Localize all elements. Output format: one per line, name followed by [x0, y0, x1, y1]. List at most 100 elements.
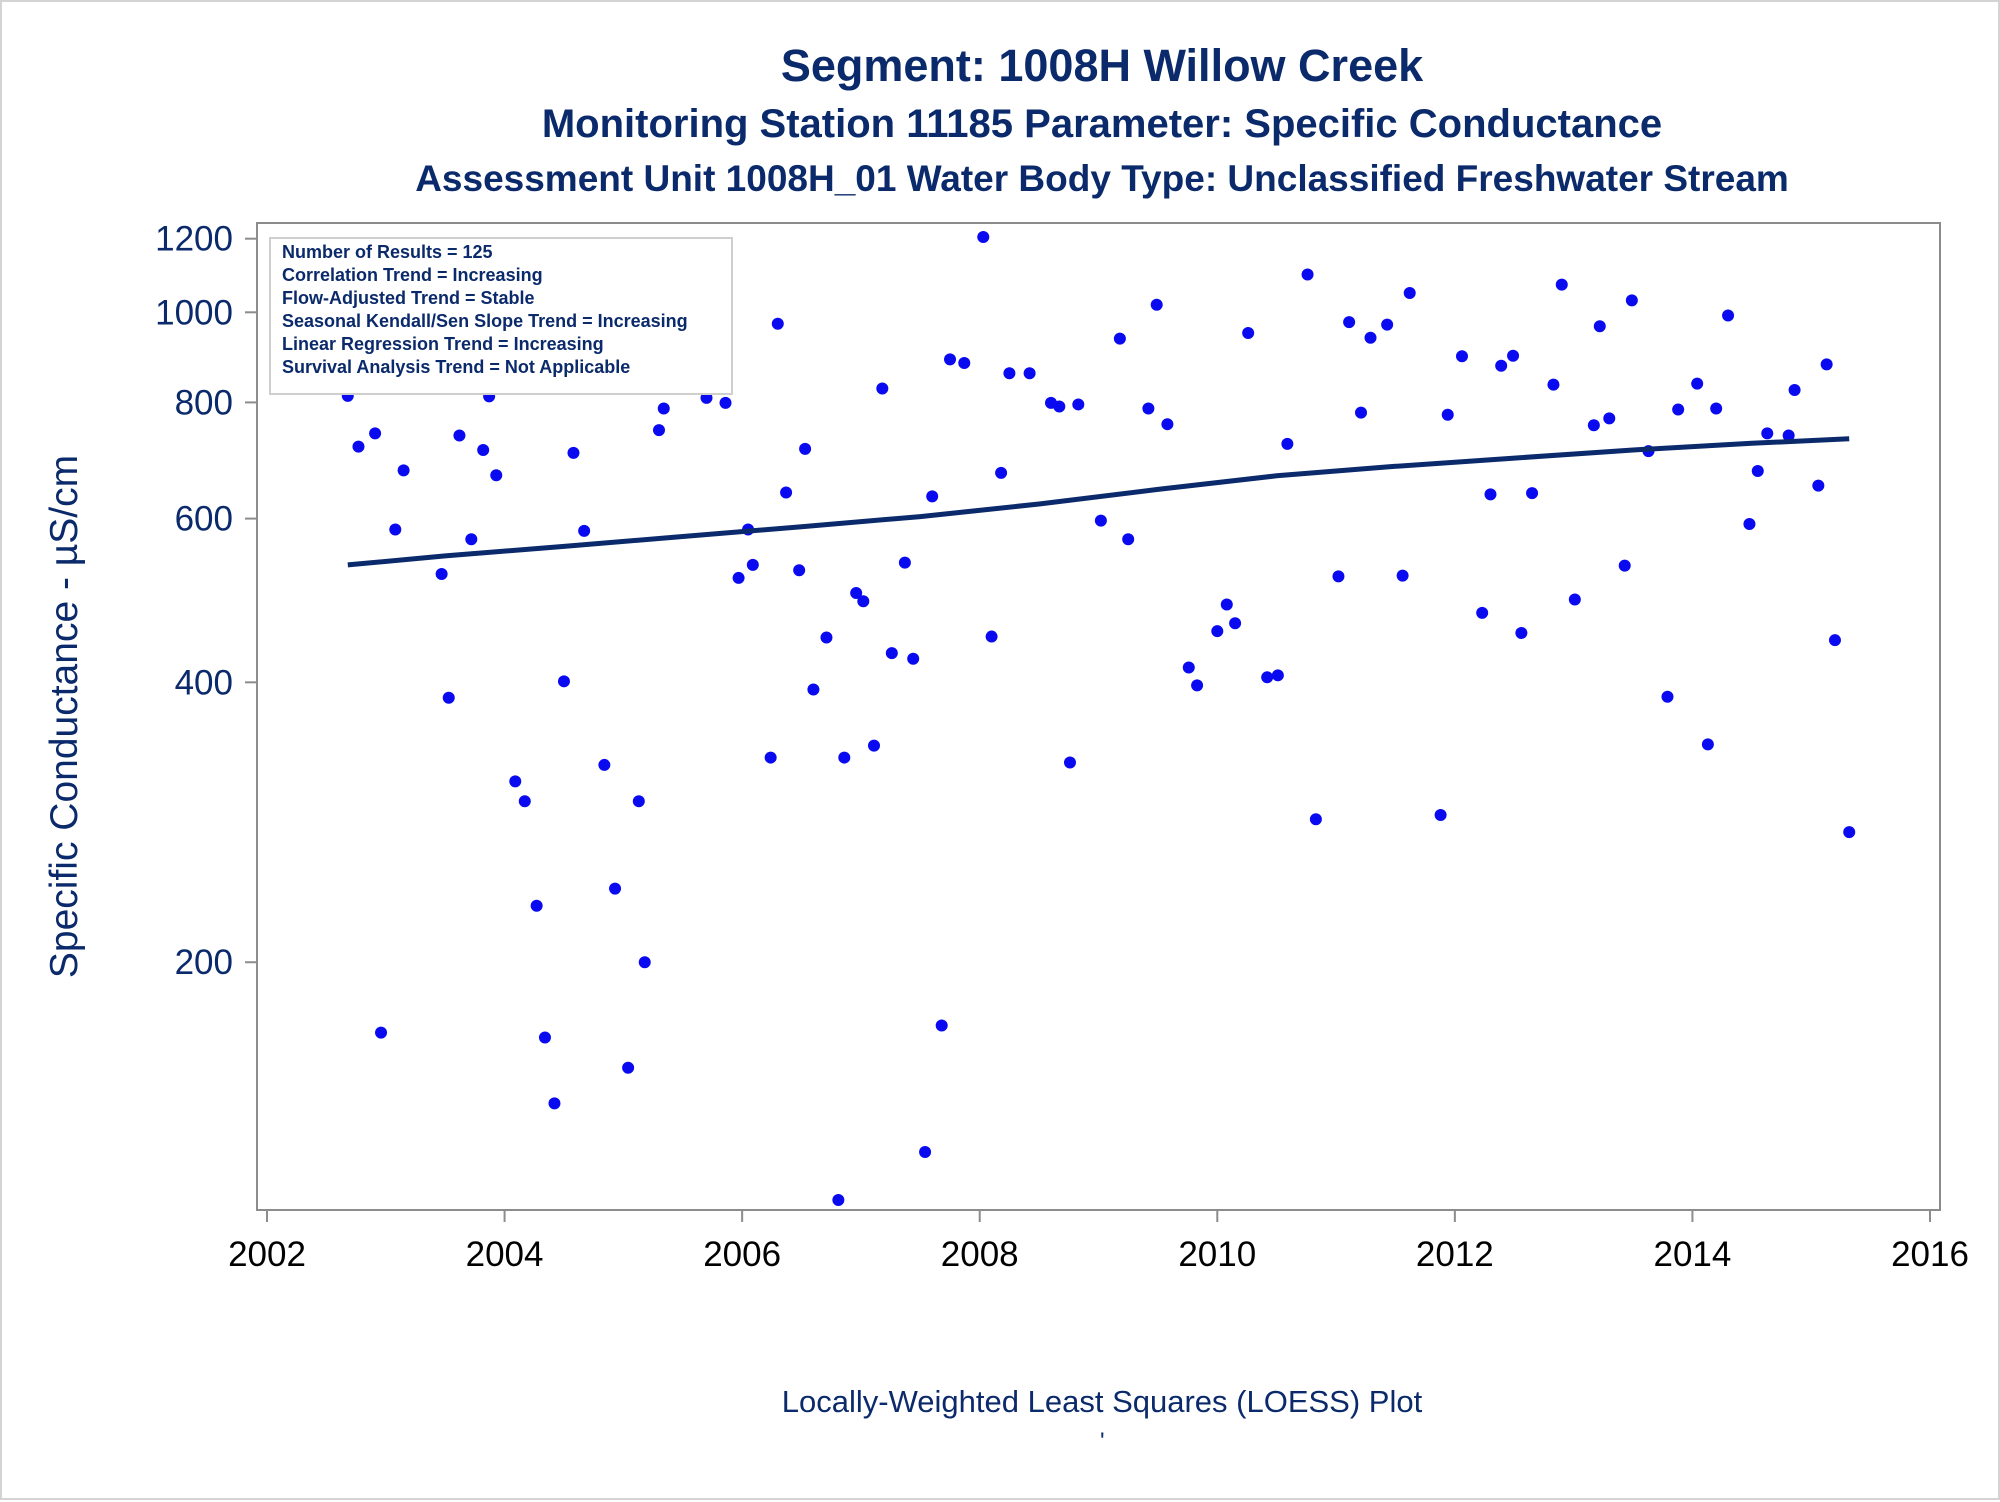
data-point [1761, 427, 1774, 440]
data-point [719, 396, 732, 409]
data-point [1828, 634, 1841, 647]
plot-area-border [256, 222, 1941, 1211]
data-point [1515, 626, 1528, 639]
data-point [1843, 826, 1856, 839]
data-point [1495, 359, 1508, 372]
data-point [375, 1026, 388, 1039]
loess-trend-line [347, 436, 1850, 568]
data-point [1526, 487, 1539, 500]
x-tick-label: 2002 [228, 1235, 306, 1274]
data-point [638, 956, 651, 969]
footer-tick-mark: ' [1100, 1428, 1105, 1455]
data-point [657, 402, 670, 415]
data-point [850, 587, 863, 600]
trend-summary-box: Number of Results = 125 Correlation Trend… [269, 237, 733, 395]
data-point [1691, 377, 1704, 390]
y-tick-label: 200 [175, 943, 233, 982]
data-point [509, 775, 522, 788]
data-point [746, 558, 759, 571]
data-point [1672, 403, 1685, 416]
x-tick-label: 2008 [941, 1235, 1019, 1274]
data-point [958, 357, 971, 370]
data-point [538, 1031, 551, 1044]
data-point [442, 691, 455, 704]
footer-caption: Locally-Weighted Least Squares (LOESS) P… [781, 1384, 1423, 1419]
x-tick-label: 2016 [1891, 1235, 1969, 1274]
data-point [1343, 316, 1356, 329]
data-point [557, 675, 570, 688]
data-point [1355, 406, 1368, 419]
trend-summary-line: Flow-Adjusted Trend = Stable [282, 288, 535, 308]
data-point [1211, 625, 1224, 638]
data-point [780, 486, 793, 499]
data-point [1701, 738, 1714, 751]
data-point [732, 571, 745, 584]
data-point [1396, 569, 1409, 582]
y-tick-label: 1200 [155, 220, 233, 259]
data-point [1722, 309, 1735, 322]
data-point [1229, 617, 1242, 630]
y-tick-label: 800 [175, 383, 233, 422]
data-point [1161, 418, 1174, 431]
data-point [1261, 671, 1274, 684]
data-point [799, 442, 812, 455]
data-point [1507, 349, 1520, 362]
data-point [1788, 383, 1801, 396]
data-point [578, 524, 591, 537]
chart-subtitle-station: Monitoring Station 11185 Parameter: Spec… [541, 102, 1663, 146]
y-tick-label: 400 [175, 663, 233, 702]
data-point [1332, 570, 1345, 583]
data-point [771, 317, 784, 330]
data-point [548, 1097, 561, 1110]
data-point [1555, 278, 1568, 291]
data-point [1063, 756, 1076, 769]
y-axis-label: Specific Conductance - µS/cm [43, 455, 86, 978]
data-point [1812, 479, 1825, 492]
data-point [1455, 350, 1468, 363]
data-point [876, 382, 889, 395]
data-point [632, 795, 645, 808]
data-point [465, 533, 478, 546]
x-tick-label: 2010 [1178, 1235, 1256, 1274]
data-point [926, 490, 939, 503]
chart-subtitle-assessment-unit: Assessment Unit 1008H_01 Water Body Type… [415, 158, 1789, 199]
data-point [1547, 378, 1560, 391]
data-point [1441, 408, 1454, 421]
data-point [807, 683, 820, 696]
data-point [477, 444, 490, 457]
data-point [1122, 533, 1135, 546]
data-point [1381, 318, 1394, 331]
data-point [1661, 690, 1674, 703]
data-point [1751, 465, 1764, 478]
data-point [867, 739, 880, 752]
data-point [1023, 367, 1036, 380]
data-point [1603, 412, 1616, 425]
data-point [1743, 518, 1756, 531]
y-tick-label: 600 [175, 500, 233, 539]
x-tick-label: 2012 [1416, 1235, 1494, 1274]
data-point [1271, 669, 1284, 682]
chart-title: Segment: 1008H Willow Creek [780, 40, 1424, 91]
x-tick-label: 2006 [703, 1235, 781, 1274]
data-point [907, 652, 920, 665]
y-axis: 200 400 600 800 1000 1200 [155, 220, 257, 982]
data-point [1142, 402, 1155, 415]
data-point [1434, 808, 1447, 821]
data-point [1309, 813, 1322, 826]
data-point [1364, 331, 1377, 344]
data-point [1593, 320, 1606, 333]
data-point [793, 564, 806, 577]
data-point [832, 1194, 845, 1206]
data-point [820, 631, 833, 644]
data-point [397, 464, 410, 477]
data-point [369, 427, 382, 440]
data-point [1484, 488, 1497, 501]
data-point [1710, 402, 1723, 415]
trend-summary-line: Linear Regression Trend = Increasing [282, 334, 604, 354]
data-point [453, 429, 466, 442]
data-point [1568, 593, 1581, 606]
data-point [995, 466, 1008, 479]
data-point [1618, 559, 1631, 572]
trend-summary-line: Survival Analysis Trend = Not Applicable [282, 357, 630, 377]
